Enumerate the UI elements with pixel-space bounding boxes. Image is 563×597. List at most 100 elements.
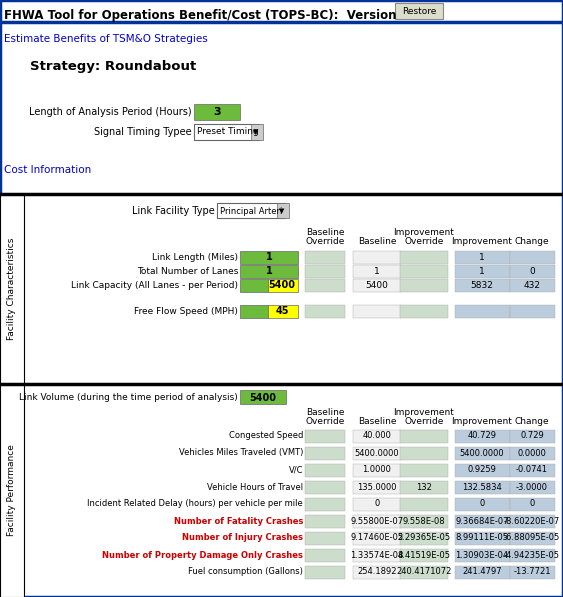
Text: 0.9259: 0.9259 xyxy=(467,466,497,475)
Text: 241.4797: 241.4797 xyxy=(462,568,502,577)
Text: -0.0741: -0.0741 xyxy=(516,466,548,475)
Text: Length of Analysis Period (Hours): Length of Analysis Period (Hours) xyxy=(29,107,192,117)
Text: Override: Override xyxy=(404,417,444,426)
Bar xyxy=(353,279,401,292)
Text: Link Capacity (All Lanes - per Period): Link Capacity (All Lanes - per Period) xyxy=(71,281,238,290)
Text: 132.5834: 132.5834 xyxy=(462,482,502,491)
Text: 1.0000: 1.0000 xyxy=(363,466,391,475)
Bar xyxy=(455,498,510,511)
Bar xyxy=(455,464,510,477)
Bar xyxy=(455,566,510,579)
Bar xyxy=(240,265,298,278)
Bar xyxy=(510,251,555,264)
Bar xyxy=(305,279,345,292)
Text: -6.88095E-05: -6.88095E-05 xyxy=(504,534,560,543)
Bar xyxy=(0,384,24,597)
Text: Principal Arteri: Principal Arteri xyxy=(220,207,283,216)
Text: 9.17460E-05: 9.17460E-05 xyxy=(350,534,404,543)
Text: Incident Related Delay (hours) per vehicle per mile: Incident Related Delay (hours) per vehic… xyxy=(87,500,303,509)
Bar xyxy=(305,498,345,511)
Text: 1: 1 xyxy=(374,266,380,275)
Bar xyxy=(400,566,448,579)
Text: V/C: V/C xyxy=(288,466,303,475)
Bar xyxy=(510,430,555,443)
Text: 45: 45 xyxy=(275,306,289,316)
Bar xyxy=(455,430,510,443)
Bar xyxy=(240,279,268,292)
Bar xyxy=(400,532,448,545)
Bar xyxy=(455,447,510,460)
Text: Baseline: Baseline xyxy=(306,228,344,237)
Bar xyxy=(305,549,345,562)
Text: 0: 0 xyxy=(374,500,379,509)
Bar xyxy=(510,515,555,528)
Text: -4.94235E-05: -4.94235E-05 xyxy=(504,550,560,559)
Bar xyxy=(510,549,555,562)
Bar xyxy=(455,549,510,562)
Bar xyxy=(353,251,401,264)
Bar xyxy=(305,566,345,579)
Bar xyxy=(353,515,401,528)
Text: Override: Override xyxy=(404,237,444,246)
Text: 1: 1 xyxy=(479,253,485,261)
Bar xyxy=(400,279,448,292)
Bar xyxy=(353,481,401,494)
Text: Improvement: Improvement xyxy=(394,228,454,237)
Bar xyxy=(305,265,345,278)
Bar xyxy=(455,251,510,264)
Text: ▼: ▼ xyxy=(279,208,285,214)
Bar xyxy=(217,203,285,218)
Bar xyxy=(400,430,448,443)
Bar xyxy=(455,265,510,278)
Text: 9.36684E-07: 9.36684E-07 xyxy=(455,516,509,525)
Text: Number of Fatality Crashes: Number of Fatality Crashes xyxy=(173,516,303,525)
Bar xyxy=(400,265,448,278)
Text: 1.30903E-04: 1.30903E-04 xyxy=(455,550,508,559)
Text: 1.33574E-04: 1.33574E-04 xyxy=(350,550,404,559)
Text: Total Number of Lanes: Total Number of Lanes xyxy=(137,266,238,275)
Bar xyxy=(400,305,448,318)
Text: Override: Override xyxy=(305,417,345,426)
Text: 8.99111E-05: 8.99111E-05 xyxy=(455,534,508,543)
Text: 8.41519E-05: 8.41519E-05 xyxy=(397,550,450,559)
Text: Restore: Restore xyxy=(402,7,436,16)
Text: 132: 132 xyxy=(416,482,432,491)
Text: Baseline: Baseline xyxy=(306,408,344,417)
Bar xyxy=(400,549,448,562)
Text: Change: Change xyxy=(515,237,549,246)
Text: Override: Override xyxy=(305,237,345,246)
Text: Facility Characteristics: Facility Characteristics xyxy=(7,238,16,340)
Bar xyxy=(400,251,448,264)
Text: Baseline: Baseline xyxy=(358,237,396,246)
Bar xyxy=(510,566,555,579)
Text: 5400: 5400 xyxy=(365,281,388,290)
Text: 240.4171072: 240.4171072 xyxy=(396,568,452,577)
Text: Baseline: Baseline xyxy=(358,417,396,426)
Bar xyxy=(455,532,510,545)
Text: 432: 432 xyxy=(524,281,540,290)
Bar xyxy=(305,305,345,318)
Bar xyxy=(251,124,263,140)
Text: 0: 0 xyxy=(479,500,485,509)
Text: Link Facility Type: Link Facility Type xyxy=(132,206,215,216)
Bar xyxy=(268,305,298,318)
Bar xyxy=(305,447,345,460)
Bar xyxy=(400,464,448,477)
Bar xyxy=(510,532,555,545)
Text: Improvement: Improvement xyxy=(394,408,454,417)
Bar xyxy=(353,549,401,562)
Text: Facility Performance: Facility Performance xyxy=(7,445,16,537)
Bar xyxy=(353,566,401,579)
Text: Improvement: Improvement xyxy=(452,237,512,246)
Text: Fuel consumption (Gallons): Fuel consumption (Gallons) xyxy=(188,568,303,577)
Text: -3.0000: -3.0000 xyxy=(516,482,548,491)
Text: Vehicle Hours of Travel: Vehicle Hours of Travel xyxy=(207,482,303,491)
Bar xyxy=(240,305,268,318)
Text: Signal Timing Typee: Signal Timing Typee xyxy=(95,127,192,137)
Text: 5832: 5832 xyxy=(471,281,493,290)
Bar xyxy=(305,464,345,477)
Bar xyxy=(305,481,345,494)
Text: 0: 0 xyxy=(529,500,535,509)
Text: Number of Injury Crashes: Number of Injury Crashes xyxy=(182,534,303,543)
Text: 0.0000: 0.0000 xyxy=(517,448,547,457)
